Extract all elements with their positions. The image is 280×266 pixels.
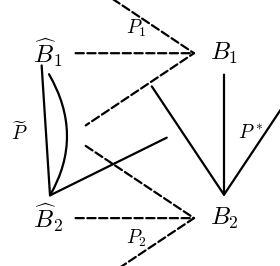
Text: $P_1$: $P_1$ <box>126 17 146 39</box>
FancyArrowPatch shape <box>42 65 167 195</box>
Text: $\widehat{B}_2$: $\widehat{B}_2$ <box>33 202 62 234</box>
Text: $B_1$: $B_1$ <box>210 41 238 66</box>
Text: $\widetilde{P}$: $\widetilde{P}$ <box>11 122 28 144</box>
Text: $B_2$: $B_2$ <box>210 206 238 231</box>
Text: $P^*$: $P^*$ <box>238 123 263 143</box>
Text: $P_2$: $P_2$ <box>125 227 146 249</box>
FancyArrowPatch shape <box>76 0 194 126</box>
FancyArrowPatch shape <box>152 74 280 195</box>
Text: $\widehat{B}_1$: $\widehat{B}_1$ <box>33 37 62 69</box>
FancyArrowPatch shape <box>76 146 194 266</box>
